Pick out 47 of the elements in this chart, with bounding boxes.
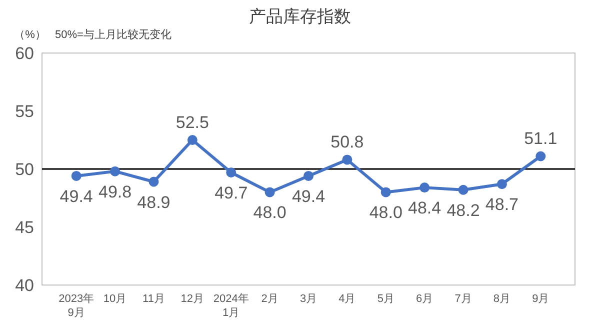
data-label: 49.8 [98, 182, 132, 202]
point [187, 135, 198, 145]
data-label: 51.1 [524, 129, 558, 148]
x-tick-label: 2024年 1月 [213, 293, 249, 319]
point [148, 176, 159, 187]
x-tick-label: 8月 [493, 293, 511, 305]
text: 50%=与上月比较无变化 [55, 28, 172, 41]
data-label: 50.8 [330, 132, 364, 152]
x-tick-label: 2023年 9月 [58, 293, 94, 319]
x-tick-label: 12月 [180, 293, 204, 305]
x-tick-label: 11月 [142, 293, 165, 305]
x-tick-label: 7月 [454, 293, 472, 305]
y-tick-label: 40 [15, 276, 34, 295]
point [226, 167, 236, 178]
y-tick-label: 45 [15, 218, 34, 237]
point [304, 170, 314, 181]
y-tick-label: 50 [15, 160, 34, 179]
point [458, 184, 468, 195]
y-tick-label: 60 [15, 44, 34, 63]
data-label: 49.4 [60, 186, 93, 206]
point [496, 179, 507, 190]
y-axis-title: （%） [14, 29, 46, 41]
x-tick-label: 3月 [300, 293, 318, 305]
x-tick-label: 4月 [338, 293, 356, 305]
data-label: 52.5 [176, 113, 209, 132]
data-label: 48.0 [369, 203, 402, 222]
data-label: 49.4 [292, 186, 326, 206]
point [264, 187, 275, 198]
point [380, 187, 391, 198]
data-label: 49.7 [214, 183, 248, 202]
data-label: 48.9 [137, 192, 170, 212]
x-tick-label: 10月 [103, 293, 127, 305]
chart-title: 产品库存指数 [249, 7, 351, 26]
point [420, 182, 430, 193]
x-tick-label: 2月 [261, 293, 278, 305]
x-tick-label: 6月 [416, 293, 434, 305]
data-label: 48.0 [253, 203, 286, 222]
data-label: 48.2 [446, 200, 480, 220]
point [342, 154, 352, 165]
point [71, 170, 82, 181]
point [536, 151, 546, 162]
point [110, 166, 120, 176]
x-tick-label: 5月 [377, 293, 394, 305]
y-tick-label: 55 [15, 102, 34, 121]
data-label: 48.4 [408, 198, 442, 218]
x-tick-label: 9月 [532, 293, 550, 305]
data-label: 48.7 [485, 195, 519, 214]
